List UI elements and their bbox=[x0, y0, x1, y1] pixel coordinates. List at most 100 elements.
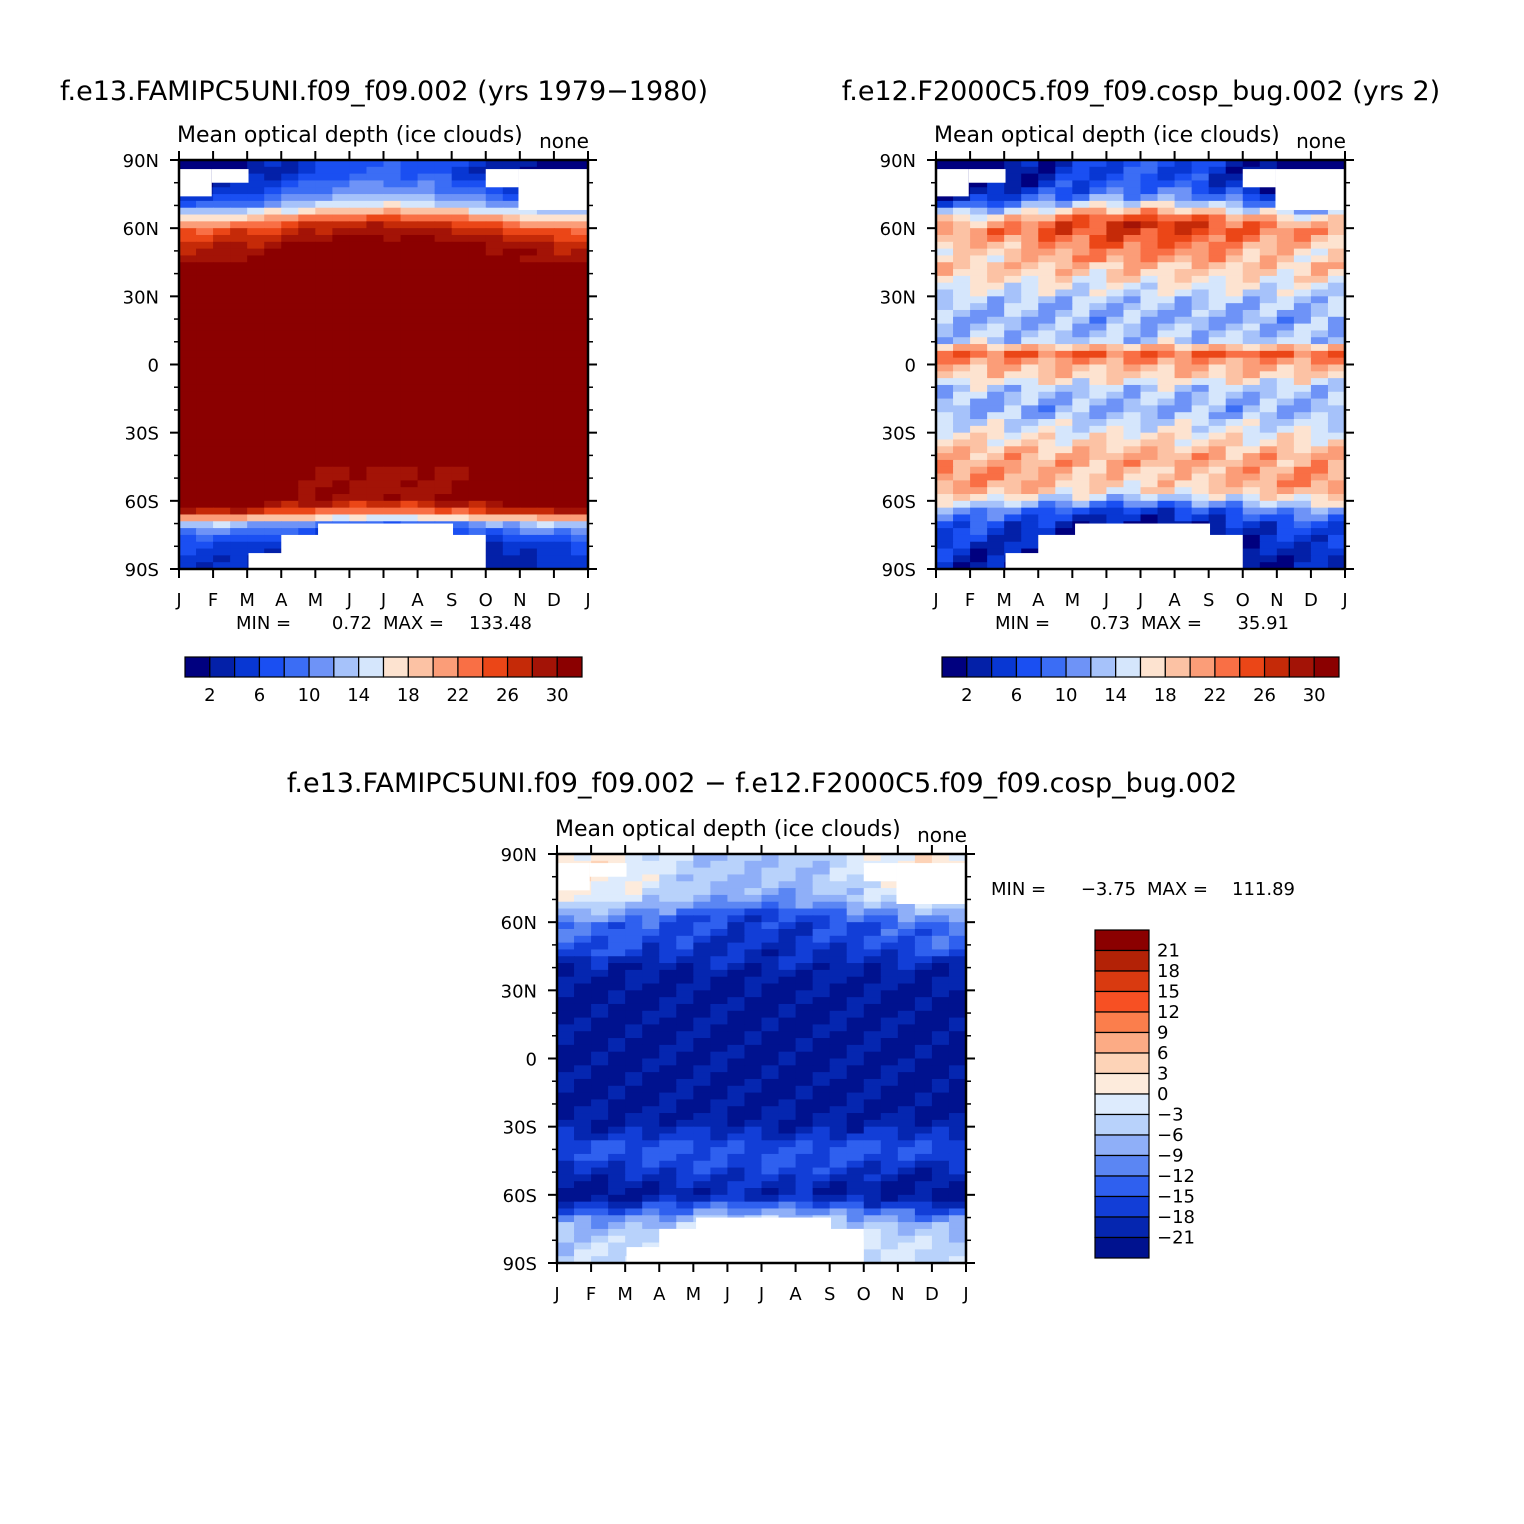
field-cell bbox=[247, 309, 265, 318]
field-cell bbox=[434, 309, 453, 318]
field-cell bbox=[1089, 248, 1108, 257]
field-cell bbox=[914, 1031, 933, 1039]
field-cell bbox=[931, 1092, 950, 1100]
field-cell bbox=[608, 1147, 626, 1155]
field-cell bbox=[570, 466, 589, 475]
field-cell bbox=[931, 1065, 950, 1073]
field-cell bbox=[485, 350, 504, 359]
field-cell bbox=[710, 1208, 729, 1216]
field-cell bbox=[1038, 398, 1056, 406]
field-cell bbox=[451, 214, 470, 222]
field-cell bbox=[451, 357, 470, 366]
field-cell bbox=[948, 1078, 967, 1087]
field-cell bbox=[281, 439, 299, 447]
field-cell bbox=[625, 976, 643, 985]
field-cell bbox=[914, 942, 933, 951]
field-cell bbox=[1310, 432, 1329, 441]
field-cell bbox=[264, 330, 282, 338]
field-cell bbox=[434, 248, 453, 257]
field-cell bbox=[557, 1228, 575, 1237]
field-cell bbox=[298, 187, 316, 195]
field-cell bbox=[502, 255, 521, 263]
field-cell bbox=[264, 296, 282, 304]
field-cell bbox=[1055, 200, 1073, 209]
field-cell bbox=[574, 908, 592, 916]
field-cell bbox=[213, 296, 231, 304]
field-cell bbox=[591, 1031, 609, 1039]
field-cell bbox=[1242, 296, 1261, 304]
field-cell bbox=[434, 371, 453, 379]
field-cell bbox=[970, 200, 988, 209]
field-cell bbox=[1089, 350, 1108, 359]
field-cell bbox=[1242, 412, 1261, 420]
field-cell bbox=[1242, 534, 1261, 543]
field-cell bbox=[213, 228, 231, 236]
field-cell bbox=[1123, 234, 1142, 243]
field-cell bbox=[553, 337, 572, 345]
field-cell bbox=[1208, 371, 1227, 379]
field-cell bbox=[298, 228, 316, 236]
field-cell bbox=[434, 214, 453, 222]
field-cell bbox=[519, 296, 538, 304]
field-cell bbox=[383, 371, 402, 379]
field-cell bbox=[1021, 289, 1039, 297]
field-cell bbox=[642, 969, 660, 978]
field-cell bbox=[485, 228, 504, 236]
field-cell bbox=[1021, 296, 1039, 304]
field-cell bbox=[1021, 166, 1039, 175]
field-cell bbox=[642, 1153, 660, 1162]
y-tick-label: 0 bbox=[526, 1050, 537, 1071]
field-cell bbox=[863, 1058, 882, 1066]
field-cell bbox=[863, 949, 882, 957]
field-cell bbox=[1208, 439, 1227, 447]
field-cell bbox=[502, 432, 521, 441]
field-cell bbox=[1004, 282, 1022, 291]
field-cell bbox=[349, 371, 368, 379]
field-cell bbox=[1327, 419, 1346, 427]
missing-data-mask bbox=[1275, 169, 1345, 210]
field-cell bbox=[1055, 500, 1073, 509]
field-cell bbox=[897, 1085, 916, 1094]
field-cell bbox=[880, 1208, 899, 1216]
field-cell bbox=[1004, 514, 1022, 522]
field-cell bbox=[434, 207, 453, 216]
field-cell bbox=[434, 194, 453, 202]
field-cell bbox=[1038, 255, 1056, 263]
y-tick-label: 60S bbox=[503, 1186, 537, 1207]
colorbar-label: 30 bbox=[546, 685, 569, 706]
field-cell bbox=[519, 459, 538, 468]
field-cell bbox=[1157, 350, 1176, 359]
field-cell bbox=[1327, 344, 1346, 352]
field-cell bbox=[1140, 234, 1159, 243]
field-cell bbox=[1089, 221, 1108, 229]
field-cell bbox=[281, 180, 299, 188]
field-cell bbox=[383, 214, 402, 222]
field-cell bbox=[676, 1092, 694, 1100]
field-cell bbox=[179, 419, 197, 427]
field-cell bbox=[1140, 207, 1159, 216]
field-cell bbox=[1157, 364, 1176, 372]
field-cell bbox=[1242, 391, 1261, 400]
colorbar-box bbox=[1094, 1113, 1150, 1136]
field-cell bbox=[451, 398, 470, 406]
field-cell bbox=[846, 1147, 865, 1155]
field-cell bbox=[485, 214, 504, 222]
field-cell bbox=[897, 1147, 916, 1155]
field-cell bbox=[953, 200, 971, 209]
field-cell bbox=[179, 412, 197, 420]
field-cell bbox=[553, 412, 572, 420]
field-cell bbox=[1004, 371, 1022, 379]
field-cell bbox=[987, 473, 1005, 481]
field-cell bbox=[468, 323, 487, 332]
field-cell bbox=[1004, 364, 1022, 372]
field-cell bbox=[1123, 187, 1142, 195]
field-cell bbox=[931, 915, 950, 923]
field-cell bbox=[608, 1256, 626, 1264]
field-cell bbox=[468, 432, 487, 441]
field-cell bbox=[1259, 541, 1278, 550]
field-cell bbox=[434, 487, 453, 495]
field-cell bbox=[536, 228, 555, 236]
field-cell bbox=[591, 1072, 609, 1080]
field-cell bbox=[366, 398, 385, 406]
field-cell bbox=[880, 894, 899, 903]
